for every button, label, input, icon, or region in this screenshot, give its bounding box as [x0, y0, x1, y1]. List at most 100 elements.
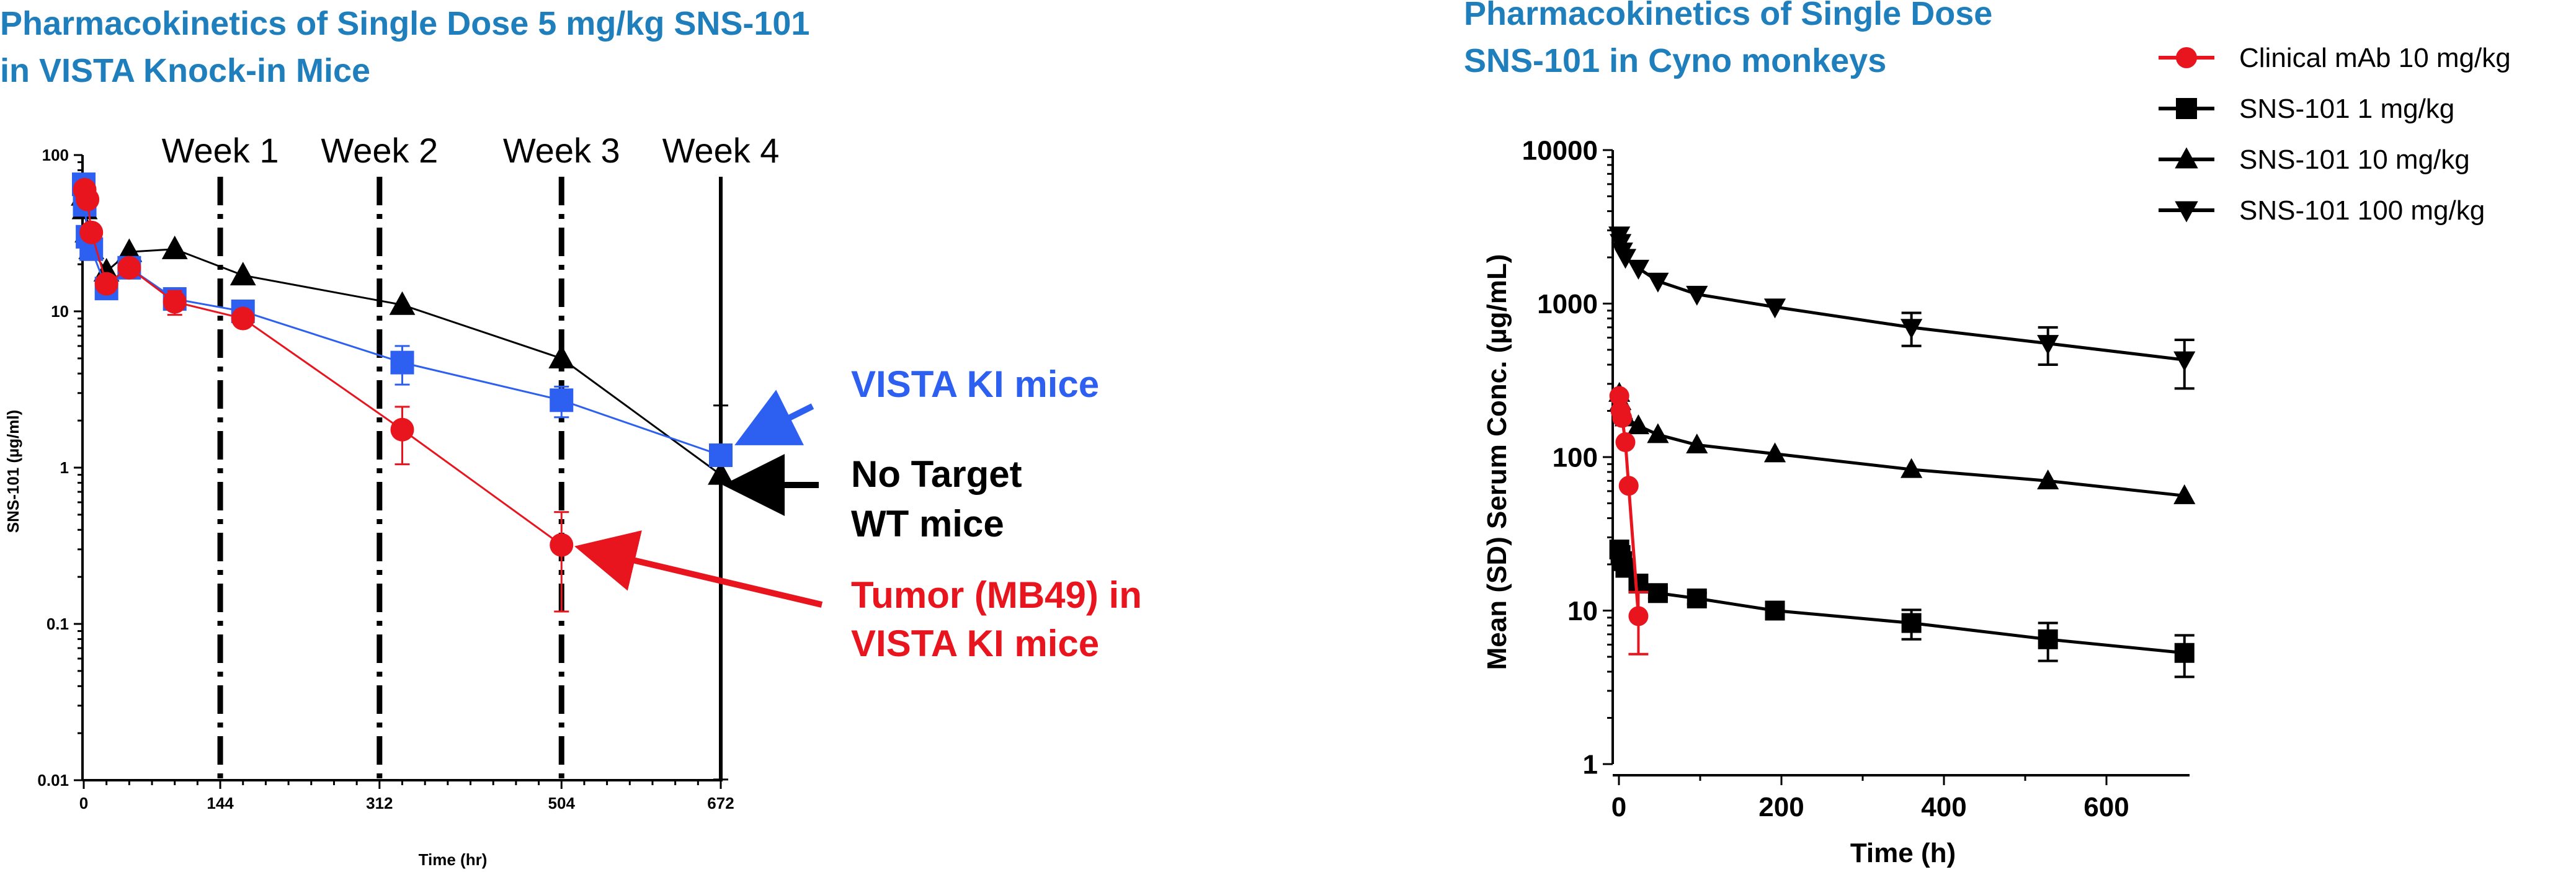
week-marker-label: Week 3 [503, 131, 620, 170]
x-tick-label: 200 [1758, 792, 1804, 822]
y-tick-label: 1 [1583, 749, 1598, 780]
data-point [1628, 606, 1649, 626]
x-tick-label: 144 [207, 794, 234, 812]
series-sns-101-10-mg-kg [1608, 381, 2196, 504]
x-tick-label: 0 [1611, 792, 1626, 822]
data-point [1647, 272, 1669, 293]
data-point [390, 417, 414, 442]
right-title-line-1: Pharmacokinetics of Single Dose [1464, 0, 1993, 32]
series-no-target-wt-mice [71, 182, 734, 781]
legend-entry: SNS-101 10 mg/kg [2159, 145, 2470, 175]
legend-label: SNS-101 100 mg/kg [2239, 195, 2485, 226]
data-point [2038, 629, 2058, 649]
data-point [1609, 386, 1629, 406]
left-y-axis-label: SNS-101 (µg/ml) [4, 410, 22, 533]
data-point [1687, 588, 1707, 608]
y-tick-label: 10 [1567, 596, 1598, 626]
y-tick-label: 0.1 [47, 615, 69, 633]
legend-marker [2176, 47, 2197, 68]
data-point [1614, 249, 1637, 269]
data-point [1615, 432, 1636, 453]
legend-label: SNS-101 10 mg/kg [2239, 145, 2470, 175]
data-point [390, 350, 414, 375]
y-tick-label: 1 [60, 458, 69, 477]
right-y-axis-label: Mean (SD) Serum Conc. (µg/mL) [1482, 254, 1512, 670]
data-point [2174, 643, 2195, 663]
y-tick-label: 100 [1553, 442, 1598, 473]
series-tumor-mb49-in-vista-ki-mice [73, 177, 574, 613]
legend-entry: SNS-101 100 mg/kg [2159, 195, 2485, 226]
data-point [76, 187, 100, 211]
right-x-axis-label: Time (h) [1850, 838, 1956, 868]
data-point [1901, 613, 1922, 633]
data-point [2037, 469, 2059, 489]
data-point [1901, 319, 1923, 339]
series-line [1618, 234, 2185, 362]
vista-ki-annotation: VISTA KI mice [851, 363, 1099, 405]
x-tick-label: 400 [1921, 792, 1966, 822]
data-point [2173, 484, 2196, 504]
left-x-axis-label: Time (hr) [419, 850, 488, 869]
right-legend: Clinical mAb 10 mg/kg SNS-101 1 mg/kg SNS-… [2159, 43, 2511, 226]
data-point [1627, 414, 1650, 435]
x-tick-label: 312 [366, 794, 393, 812]
y-tick-label: 10000 [1522, 135, 1598, 166]
week-marker-label: Week 2 [321, 131, 438, 170]
data-point [1901, 458, 1923, 478]
wt-mice-annotation: WT mice [851, 503, 1004, 545]
data-point [548, 345, 575, 369]
legend-entry: SNS-101 1 mg/kg [2159, 94, 2454, 124]
data-point [1763, 298, 1786, 319]
legend-marker [2176, 98, 2197, 119]
data-point [709, 443, 733, 468]
data-point [1627, 259, 1650, 280]
data-point [1628, 573, 1649, 594]
legend-label: Clinical mAb 10 mg/kg [2239, 43, 2511, 73]
data-point [230, 262, 256, 286]
data-point [1647, 583, 1668, 603]
x-tick-label: 0 [79, 794, 88, 812]
right-chart-title: Pharmacokinetics of Single Dose SNS-101 … [1464, 0, 2146, 84]
y-tick-label: 100 [42, 146, 69, 164]
data-point [2037, 335, 2059, 355]
series-clinical-mab-10-mg-kg [1609, 386, 1649, 656]
week-marker-label: Week 1 [162, 131, 279, 170]
tumor-annotation-line-1: Tumor (MB49) in [851, 574, 1142, 616]
data-point [117, 256, 141, 280]
data-point [1612, 407, 1633, 428]
data-point [389, 291, 416, 315]
series-sns-101-100-mg-kg [1608, 226, 2196, 390]
x-tick-label: 672 [707, 794, 734, 812]
tumor-annotation-line-2: VISTA KI mice [851, 623, 1099, 664]
y-tick-label: 10 [51, 302, 69, 321]
vista-ki-arrow [734, 389, 814, 445]
week-marker-label: Week 4 [662, 131, 780, 170]
y-tick-label: 1000 [1537, 289, 1598, 319]
series-line [1618, 393, 2185, 497]
data-point [550, 533, 574, 557]
data-point [1765, 600, 1785, 621]
no-target-annotation: No Target [851, 453, 1022, 495]
series-sns-101-1-mg-kg [1609, 540, 2195, 678]
left-chart: Week 1 Week 2 Week 3 Week 4 100 10 1 0.1 0.01 0… [4, 131, 1142, 869]
data-point [1763, 442, 1786, 463]
data-point [1618, 476, 1639, 496]
legend-entry: Clinical mAb 10 mg/kg [2159, 43, 2511, 73]
x-tick-label: 600 [2084, 792, 2129, 822]
tumor-arrow [574, 530, 823, 608]
data-point [163, 290, 187, 314]
data-point [1686, 434, 1708, 454]
right-chart: 10000 1000 100 10 1 0 200 400 600 Time (h) Mean… [1482, 43, 2511, 868]
data-point [79, 220, 104, 244]
right-title-line-2: SNS-101 in Cyno monkeys [1464, 42, 1887, 79]
data-point [161, 235, 188, 259]
data-point [94, 272, 118, 296]
series-line [84, 189, 563, 546]
data-point [2173, 351, 2196, 371]
data-point [231, 306, 255, 331]
legend-label: SNS-101 1 mg/kg [2239, 94, 2454, 124]
legend-marker [2175, 201, 2198, 223]
left-chart-title: Pharmacokinetics of Single Dose 5 mg/kg … [0, 0, 1054, 94]
data-point [550, 388, 574, 412]
